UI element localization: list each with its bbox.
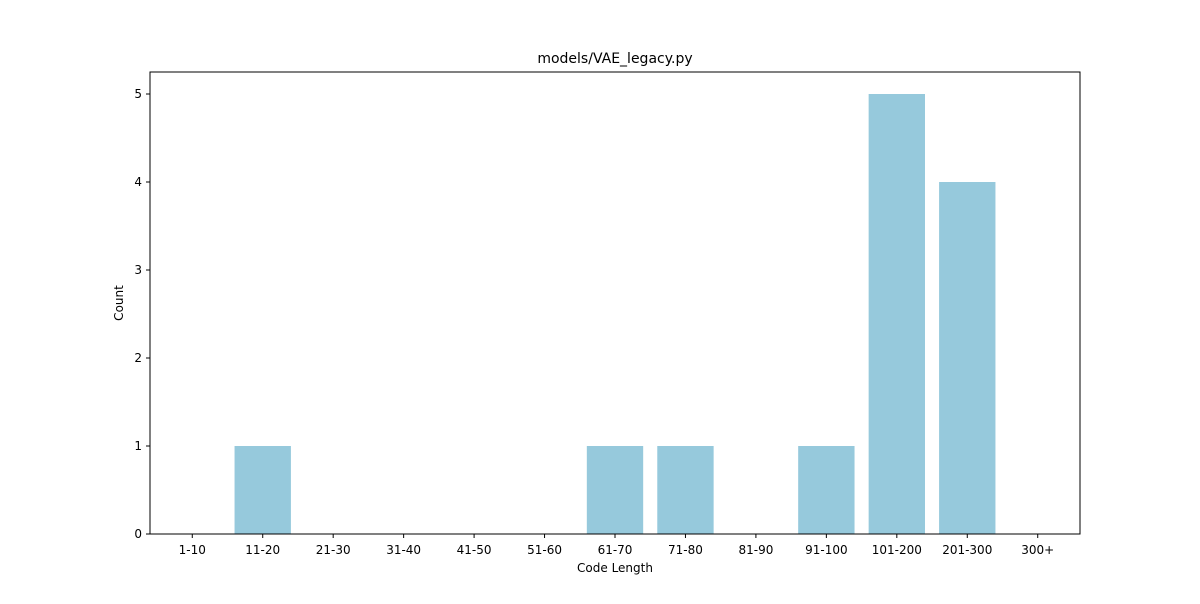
x-tick-label: 91-100 bbox=[805, 543, 848, 557]
x-tick-label: 61-70 bbox=[598, 543, 633, 557]
bar-91-100 bbox=[798, 446, 855, 534]
bar-61-70 bbox=[586, 446, 644, 534]
bar-11-20 bbox=[234, 446, 291, 534]
x-tick-label: 201-300 bbox=[942, 543, 992, 557]
x-tick-label: 41-50 bbox=[457, 543, 492, 557]
bar-71-80 bbox=[657, 446, 714, 534]
bar-101-200 bbox=[868, 94, 925, 534]
bar-201-300 bbox=[939, 182, 996, 534]
y-tick-label: 1 bbox=[134, 439, 142, 453]
y-axis: 0 1 2 3 4 5 bbox=[134, 87, 150, 541]
x-tick-label: 81-90 bbox=[738, 543, 773, 557]
y-tick-label: 5 bbox=[134, 87, 142, 101]
y-tick-label: 4 bbox=[134, 175, 142, 189]
x-tick-label: 21-30 bbox=[316, 543, 351, 557]
y-tick-label: 0 bbox=[134, 527, 142, 541]
x-tick-label: 1-10 bbox=[179, 543, 206, 557]
x-tick-label: 31-40 bbox=[386, 543, 421, 557]
x-axis-label: Code Length bbox=[577, 561, 653, 575]
x-axis: 1-10 11-20 21-30 31-40 41-50 51-60 61-70 71-80 8… bbox=[179, 534, 1054, 557]
y-tick-label: 2 bbox=[134, 351, 142, 365]
x-tick-label: 11-20 bbox=[245, 543, 280, 557]
x-tick-label: 51-60 bbox=[527, 543, 562, 557]
chart-title: models/VAE_legacy.py bbox=[537, 51, 692, 67]
bars-group bbox=[234, 94, 996, 534]
y-tick-label: 3 bbox=[134, 263, 142, 277]
x-tick-label: 101-200 bbox=[872, 543, 922, 557]
y-axis-label: Count bbox=[112, 285, 126, 321]
x-tick-label: 300+ bbox=[1021, 543, 1054, 557]
x-tick-label: 71-80 bbox=[668, 543, 703, 557]
